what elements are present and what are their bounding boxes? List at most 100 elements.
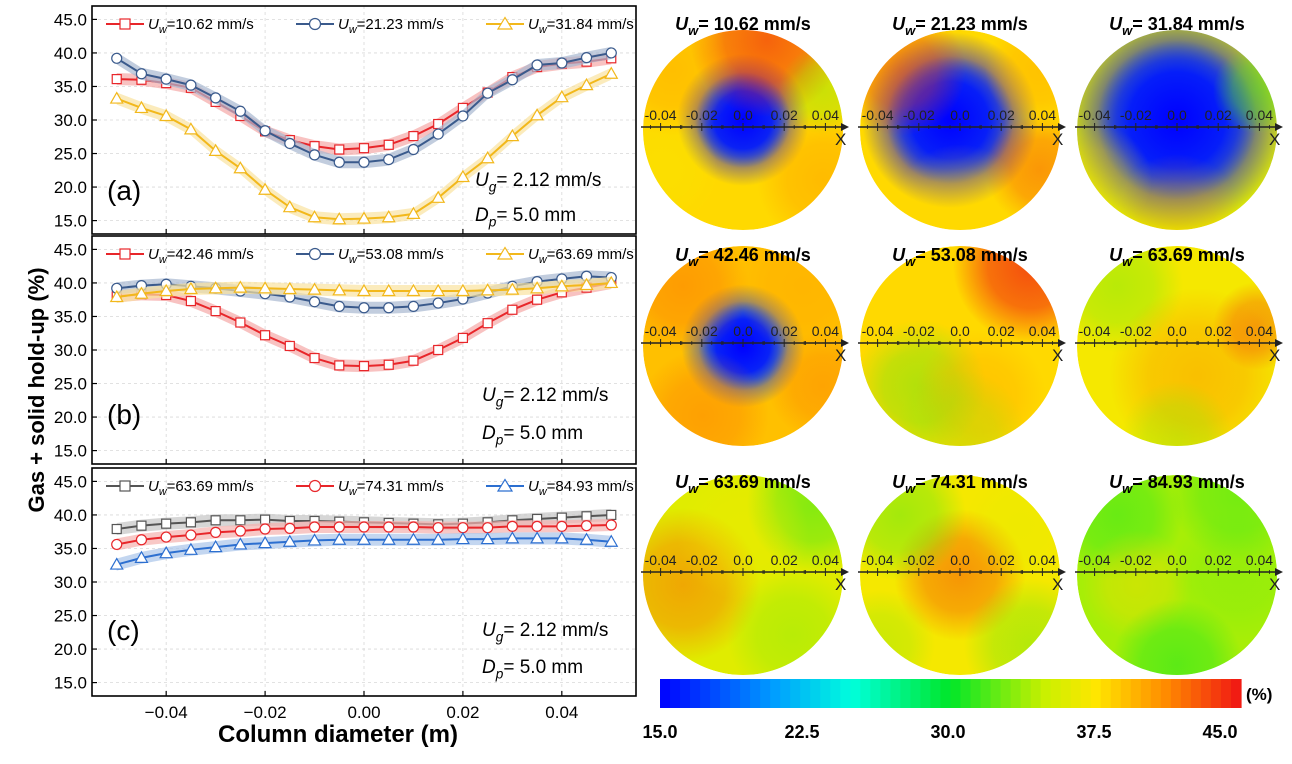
colorbar-cell bbox=[870, 679, 881, 708]
map-title: Uw= 21.23 mm/s bbox=[892, 14, 1028, 38]
colorbar-cell bbox=[1040, 679, 1052, 708]
data-point bbox=[431, 190, 446, 203]
map-tick-label: 0.04 bbox=[812, 323, 839, 339]
data-point bbox=[580, 520, 593, 532]
colorbar-cell bbox=[920, 679, 932, 708]
data-point bbox=[407, 521, 420, 533]
data-point bbox=[604, 66, 619, 79]
data-point bbox=[183, 281, 198, 295]
line-panel-1: Uw=10.62 mm/s Uw=21.23 mm/s Uw=31.84 mm/s 1… bbox=[54, 5, 637, 235]
legend-label: Uw=42.46 mm/s bbox=[148, 246, 254, 266]
data-point bbox=[134, 100, 149, 114]
data-point bbox=[554, 279, 569, 292]
contour-region bbox=[1213, 282, 1277, 370]
colorbar-cell bbox=[940, 679, 952, 708]
map-tick-label: 0.02 bbox=[988, 323, 1015, 339]
data-point bbox=[505, 128, 520, 142]
data-point bbox=[135, 534, 148, 546]
map-tick-label: 0.0 bbox=[1167, 323, 1187, 339]
contour-fill bbox=[643, 30, 843, 230]
data-point bbox=[358, 156, 370, 168]
data-point bbox=[233, 280, 248, 293]
y-tick-label: 35.0 bbox=[54, 307, 87, 326]
data-point bbox=[160, 531, 172, 543]
data-point bbox=[507, 304, 518, 315]
data-point bbox=[480, 283, 495, 296]
data-point bbox=[505, 531, 520, 544]
colorbar-cell bbox=[1080, 679, 1092, 708]
data-point bbox=[183, 542, 198, 555]
colorbar-cell bbox=[780, 679, 791, 708]
panel-label: (a) bbox=[107, 175, 141, 206]
map-tick-label: -0.04 bbox=[862, 107, 894, 123]
colorbar-cell bbox=[1180, 679, 1192, 708]
data-point bbox=[134, 286, 149, 299]
legend-marker bbox=[308, 17, 322, 31]
data-point bbox=[332, 212, 347, 225]
map-tick-label: 0.04 bbox=[1029, 323, 1056, 339]
map-axis-label: X bbox=[1052, 575, 1063, 594]
data-point bbox=[383, 521, 395, 533]
data-point bbox=[111, 538, 123, 551]
data-point bbox=[109, 289, 124, 303]
data-point bbox=[210, 526, 222, 538]
colorbar-cell bbox=[790, 679, 801, 708]
data-point bbox=[604, 275, 619, 289]
map-tick-label: 0.02 bbox=[1205, 107, 1232, 123]
contour-region bbox=[677, 475, 809, 601]
colorbar-cell bbox=[770, 679, 781, 708]
colorbar-tick-label: 30.0 bbox=[930, 722, 965, 742]
data-point bbox=[556, 57, 568, 69]
data-point bbox=[482, 522, 494, 534]
map-axis-arrow bbox=[841, 339, 849, 347]
data-point bbox=[333, 300, 345, 313]
data-point bbox=[134, 550, 149, 563]
map-tick-label: 0.04 bbox=[1246, 107, 1273, 123]
data-point bbox=[282, 281, 297, 295]
data-point bbox=[332, 283, 347, 296]
colorbar-cell bbox=[1140, 679, 1152, 708]
legend-marker bbox=[496, 246, 514, 260]
contour-region bbox=[1122, 381, 1232, 446]
colorbar-tick-label: 37.5 bbox=[1076, 722, 1111, 742]
x-tick-label: 0.04 bbox=[545, 703, 578, 722]
data-point bbox=[431, 532, 446, 545]
annotation-dp: Dp= 5.0 mm bbox=[482, 657, 583, 681]
colorbar-tick-label: 15.0 bbox=[642, 722, 677, 742]
y-tick-label: 40.0 bbox=[54, 44, 87, 63]
data-point bbox=[407, 300, 420, 313]
data-point bbox=[135, 68, 148, 80]
contour-fill bbox=[860, 30, 1060, 230]
data-point bbox=[530, 281, 545, 294]
panel-label: (c) bbox=[107, 615, 140, 646]
legend-label: Uw=84.93 mm/s bbox=[528, 478, 634, 498]
colorbar-cell bbox=[1230, 679, 1242, 708]
data-point bbox=[208, 539, 223, 553]
colorbar-cell bbox=[930, 679, 942, 708]
panel-label: (b) bbox=[107, 399, 141, 430]
data-point bbox=[284, 137, 296, 150]
colorbar-cell bbox=[1050, 679, 1062, 708]
data-point bbox=[356, 532, 372, 545]
data-point bbox=[480, 531, 495, 545]
data-point bbox=[554, 89, 569, 103]
colorbar-cell bbox=[1170, 679, 1182, 708]
data-point bbox=[332, 532, 347, 545]
data-point bbox=[381, 283, 396, 297]
map-axis-label: X bbox=[835, 130, 846, 149]
colorbar-cell bbox=[740, 679, 751, 708]
colorbar-cell bbox=[1030, 679, 1042, 708]
map-tick-label: 0.04 bbox=[1029, 552, 1056, 568]
data-point bbox=[356, 283, 372, 297]
data-point bbox=[259, 514, 271, 525]
data-point bbox=[455, 169, 470, 183]
contour-region bbox=[894, 144, 1026, 230]
contour-region bbox=[860, 475, 966, 581]
data-point bbox=[432, 522, 444, 534]
map-axis-arrow bbox=[841, 568, 849, 576]
legend-marker bbox=[496, 478, 514, 492]
data-point bbox=[185, 529, 197, 541]
annotation-dp: Dp= 5.0 mm bbox=[475, 205, 576, 229]
data-point bbox=[406, 532, 421, 545]
colorbar-cell bbox=[1060, 679, 1072, 708]
